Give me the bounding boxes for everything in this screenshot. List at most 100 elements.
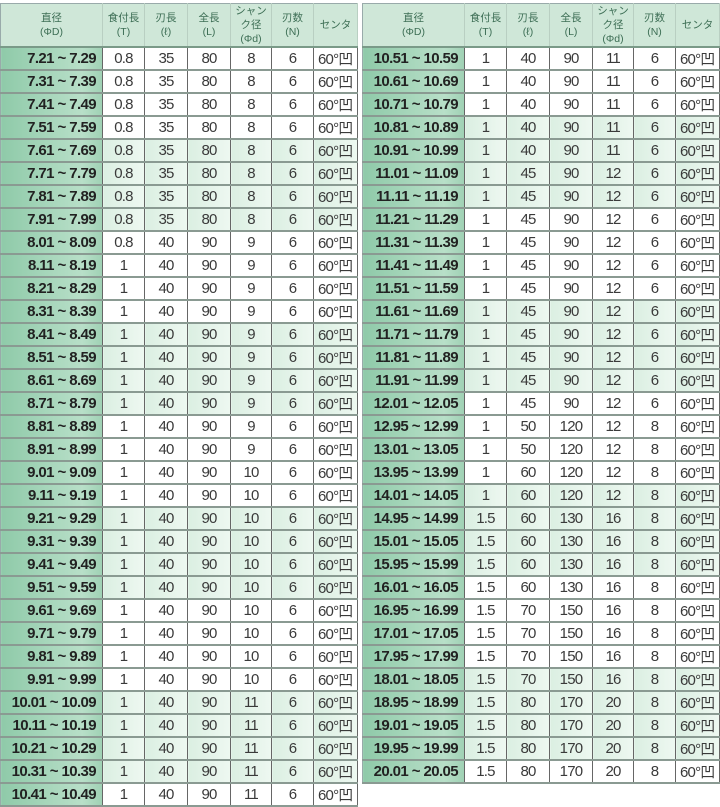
cell-overall-length: 90 [187, 668, 231, 692]
cell-shank-diameter: 12 [592, 300, 634, 324]
cell-flute-count: 8 [633, 714, 676, 738]
cell-lead-length: 0.8 [102, 185, 145, 209]
table-row: 11.91 ~ 11.99 1 45 90 12 6 60°凹 [362, 369, 720, 393]
cell-diameter: 11.91 ~ 11.99 [362, 369, 465, 393]
header-overall-length: 全長 (L) [187, 3, 231, 48]
cell-overall-length: 130 [549, 530, 593, 554]
cell-overall-length: 80 [187, 185, 231, 209]
cell-shank-diameter: 9 [230, 231, 272, 255]
table-row: 10.61 ~ 10.69 1 40 90 11 6 60°凹 [362, 70, 720, 94]
cell-flute-count: 6 [633, 139, 676, 163]
cell-diameter: 9.61 ~ 9.69 [0, 599, 103, 623]
cell-diameter: 7.71 ~ 7.79 [0, 162, 103, 186]
cell-shank-diameter: 20 [592, 714, 634, 738]
cell-flute-length: 40 [144, 691, 188, 715]
cell-flute-length: 80 [506, 714, 550, 738]
header-lead-length-line2: (T) [478, 26, 493, 38]
cell-overall-length: 80 [187, 162, 231, 186]
cell-flute-count: 8 [633, 507, 676, 531]
header-flute-count-line2: (N) [647, 26, 662, 38]
cell-overall-length: 90 [549, 277, 593, 301]
cell-overall-length: 90 [187, 714, 231, 738]
cell-overall-length: 90 [187, 461, 231, 485]
cell-center: 60°凹 [675, 346, 720, 370]
cell-center: 60°凹 [675, 116, 720, 140]
cell-shank-diameter: 10 [230, 622, 272, 646]
cell-flute-length: 35 [144, 70, 188, 94]
cell-diameter: 12.95 ~ 12.99 [362, 415, 465, 439]
cell-flute-count: 6 [271, 254, 314, 278]
cell-overall-length: 80 [187, 47, 231, 71]
cell-shank-diameter: 11 [230, 783, 272, 807]
cell-overall-length: 90 [187, 323, 231, 347]
cell-overall-length: 120 [549, 484, 593, 508]
cell-overall-length: 90 [187, 438, 231, 462]
cell-lead-length: 1.5 [464, 691, 507, 715]
cell-overall-length: 90 [549, 162, 593, 186]
cell-diameter: 10.51 ~ 10.59 [362, 47, 465, 71]
cell-flute-length: 40 [144, 645, 188, 669]
cell-flute-length: 40 [144, 323, 188, 347]
cell-lead-length: 1 [102, 714, 145, 738]
cell-diameter: 11.81 ~ 11.89 [362, 346, 465, 370]
cell-flute-count: 6 [271, 691, 314, 715]
cell-center: 60°凹 [313, 599, 358, 623]
cell-flute-count: 6 [633, 369, 676, 393]
cell-flute-length: 40 [144, 599, 188, 623]
table-row: 7.41 ~ 7.49 0.8 35 80 8 6 60°凹 [0, 93, 358, 117]
cell-shank-diameter: 10 [230, 461, 272, 485]
cell-diameter: 11.21 ~ 11.29 [362, 208, 465, 232]
cell-shank-diameter: 16 [592, 668, 634, 692]
header-flute-count-line1: 刃数 [644, 12, 665, 24]
cell-center: 60°凹 [313, 277, 358, 301]
header-overall-length-line2: (L) [564, 26, 578, 38]
cell-lead-length: 1 [102, 668, 145, 692]
table-row: 11.71 ~ 11.79 1 45 90 12 6 60°凹 [362, 323, 720, 347]
cell-flute-count: 6 [271, 415, 314, 439]
cell-overall-length: 170 [549, 760, 593, 784]
cell-flute-length: 60 [506, 530, 550, 554]
table-row: 11.81 ~ 11.89 1 45 90 12 6 60°凹 [362, 346, 720, 370]
cell-center: 60°凹 [675, 760, 720, 784]
cell-overall-length: 90 [549, 139, 593, 163]
cell-flute-length: 40 [144, 438, 188, 462]
cell-flute-length: 45 [506, 185, 550, 209]
cell-shank-diameter: 11 [230, 691, 272, 715]
cell-flute-length: 40 [144, 714, 188, 738]
cell-overall-length: 90 [187, 300, 231, 324]
cell-flute-count: 6 [633, 116, 676, 140]
header-diameter-line1: 直径 [403, 12, 424, 24]
cell-overall-length: 90 [549, 70, 593, 94]
cell-lead-length: 1 [464, 93, 507, 117]
cell-flute-count: 6 [633, 185, 676, 209]
cell-diameter: 10.01 ~ 10.09 [0, 691, 103, 715]
cell-flute-length: 40 [144, 254, 188, 278]
table-row: 8.91 ~ 8.99 1 40 90 9 6 60°凹 [0, 438, 358, 462]
cell-shank-diameter: 8 [230, 116, 272, 140]
cell-center: 60°凹 [313, 323, 358, 347]
cell-lead-length: 1.5 [464, 622, 507, 646]
cell-shank-diameter: 12 [592, 162, 634, 186]
header-shank-diameter-line2: (Φd) [240, 33, 262, 45]
cell-overall-length: 120 [549, 415, 593, 439]
cell-diameter: 10.91 ~ 10.99 [362, 139, 465, 163]
cell-flute-count: 6 [633, 70, 676, 94]
cell-lead-length: 1 [464, 484, 507, 508]
cell-diameter: 10.31 ~ 10.39 [0, 760, 103, 784]
cell-lead-length: 1.5 [464, 576, 507, 600]
cell-overall-length: 90 [549, 208, 593, 232]
cell-diameter: 10.71 ~ 10.79 [362, 93, 465, 117]
cell-diameter: 9.31 ~ 9.39 [0, 530, 103, 554]
header-diameter: 直径 (ΦD) [0, 3, 103, 48]
table-row: 10.21 ~ 10.29 1 40 90 11 6 60°凹 [0, 737, 358, 761]
cell-flute-count: 6 [633, 392, 676, 416]
table-row: 10.11 ~ 10.19 1 40 90 11 6 60°凹 [0, 714, 358, 738]
cell-flute-length: 40 [144, 231, 188, 255]
table-row: 14.01 ~ 14.05 1 60 120 12 8 60°凹 [362, 484, 720, 508]
table-row: 18.01 ~ 18.05 1.5 70 150 16 8 60°凹 [362, 668, 720, 692]
cell-shank-diameter: 12 [592, 415, 634, 439]
cell-lead-length: 1.5 [464, 553, 507, 577]
cell-overall-length: 90 [187, 392, 231, 416]
cell-flute-count: 8 [633, 553, 676, 577]
cell-shank-diameter: 16 [592, 553, 634, 577]
